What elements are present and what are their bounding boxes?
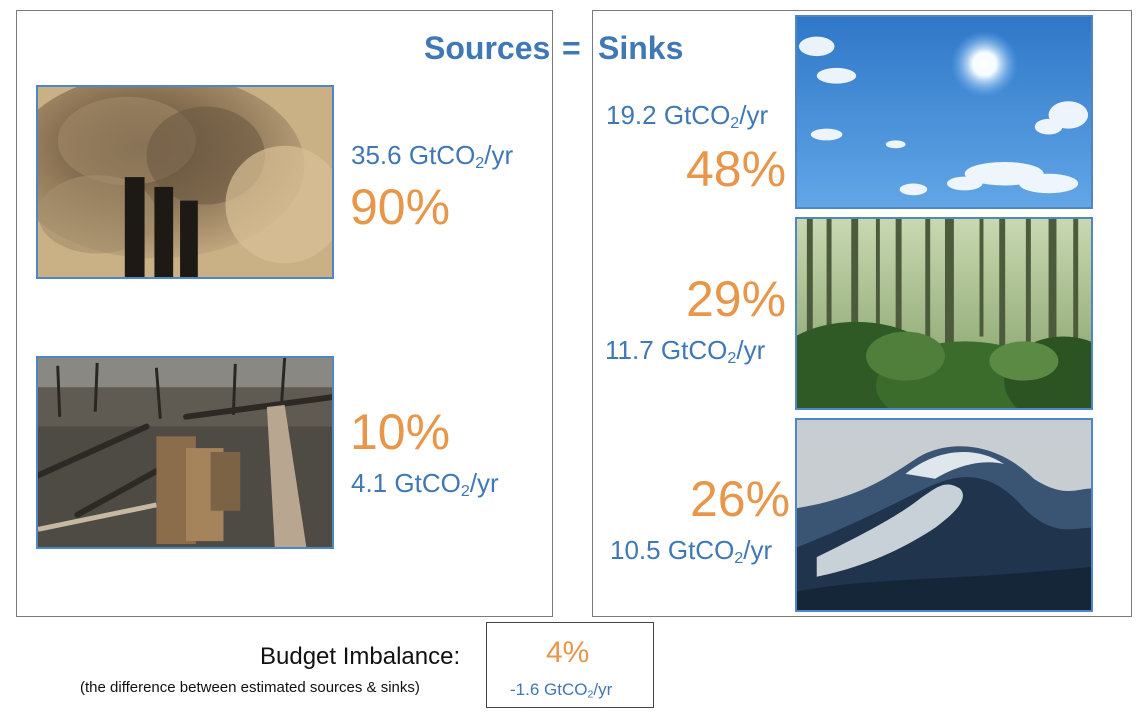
sink-land-percent: 29% — [686, 271, 787, 327]
sink-land-amount: 11.7 GtCO2/yr — [605, 335, 766, 368]
imbalance-percent: 4% — [546, 636, 590, 669]
ocean-wave-image — [795, 418, 1093, 612]
title-sources: Sources — [424, 30, 551, 66]
forest-image — [795, 217, 1093, 410]
sink-atmosphere-amount: 19.2 GtCO2/yr — [606, 100, 769, 133]
source-fossil-percent: 90% — [350, 179, 451, 235]
sink-atmosphere-percent: 48% — [686, 141, 787, 197]
source-land-percent: 10% — [350, 404, 451, 460]
deforestation-image — [36, 356, 334, 549]
source-land-amount: 4.1 GtCO2/yr — [351, 468, 499, 501]
source-fossil-amount: 35.6 GtCO2/yr — [351, 140, 514, 173]
imbalance-box — [486, 622, 654, 708]
sink-ocean-percent: 26% — [690, 471, 791, 527]
smokestack-image — [36, 85, 334, 279]
sink-ocean-amount: 10.5 GtCO2/yr — [610, 535, 773, 568]
title-sinks: Sinks — [598, 30, 684, 66]
title-equals: = — [562, 30, 581, 66]
imbalance-note: (the difference between estimated source… — [80, 679, 420, 696]
imbalance-label: Budget Imbalance: — [260, 643, 461, 670]
sky-image — [795, 15, 1093, 209]
imbalance-amount: -1.6 GtCO2/yr — [510, 680, 613, 701]
